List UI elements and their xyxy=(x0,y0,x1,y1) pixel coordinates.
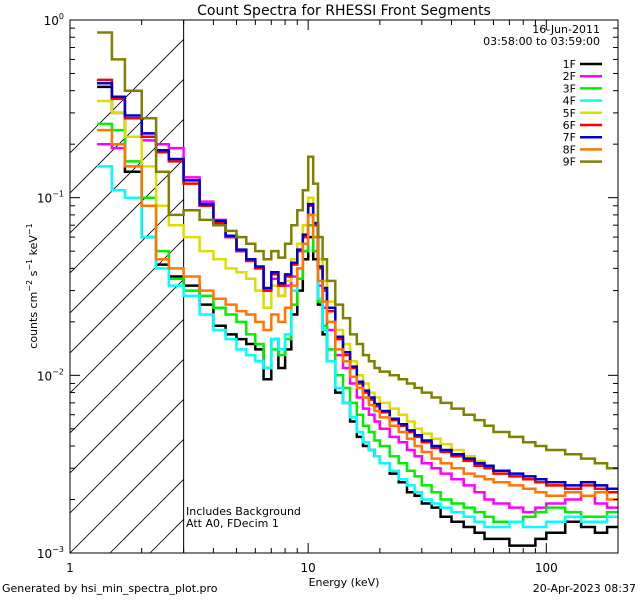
x-axis-label: Energy (keV) xyxy=(309,576,380,589)
legend-label-5f: 5F xyxy=(563,107,576,120)
y-label-exp1: −2 xyxy=(25,280,34,292)
x-tick-label: 10 xyxy=(301,561,316,575)
y-tick-label: 100 xyxy=(44,12,64,28)
legend-label-9f: 9F xyxy=(563,156,576,169)
hatch-line xyxy=(70,198,184,314)
y-label-exp2: −1 xyxy=(25,259,34,271)
y-label-base: counts cm xyxy=(27,292,40,349)
legend-label-2f: 2F xyxy=(563,70,576,83)
footer-generated-by: Generated by hsi_min_spectra_plot.pro xyxy=(2,582,218,595)
plot-frame xyxy=(69,19,619,554)
hatch-line xyxy=(70,318,184,434)
legend-label-3f: 3F xyxy=(563,82,576,95)
time-label: 03:58:00 to 03:59:00 xyxy=(483,35,600,48)
series-3f xyxy=(97,122,618,523)
legend-label-7f: 7F xyxy=(563,131,576,144)
legend-label-4f: 4F xyxy=(563,95,576,108)
hatch-line xyxy=(70,398,184,514)
hatch-line xyxy=(70,238,184,354)
hatch-line xyxy=(70,358,184,474)
legend-label-6f: 6F xyxy=(563,119,576,132)
x-tick-label: 100 xyxy=(535,561,558,575)
y-label-exp3: −1 xyxy=(25,223,34,235)
y-tick-label: 10−1 xyxy=(37,190,64,206)
hatch-line xyxy=(70,78,184,194)
footer-timestamp: 20-Apr-2023 08:37 xyxy=(532,582,636,595)
hatch-line xyxy=(70,38,184,154)
legend-label-1f: 1F xyxy=(563,58,576,71)
chart-title: Count Spectra for RHESSI Front Segments xyxy=(197,3,491,19)
y-axis-label: counts cm−2 s−1 keV−1 xyxy=(25,223,40,348)
annotation-background: Includes Background xyxy=(186,505,301,518)
y-label-mid: s xyxy=(27,270,40,279)
hatch-line xyxy=(70,278,184,394)
series-4f xyxy=(97,165,618,529)
hatch-line xyxy=(70,438,184,553)
y-label-end: keV xyxy=(27,235,40,259)
series-9f xyxy=(97,31,618,470)
y-tick-label: 10−2 xyxy=(37,367,64,383)
annotation-attenuator: Att A0, FDecim 1 xyxy=(186,517,279,530)
x-tick-label: 1 xyxy=(66,561,74,575)
legend-label-8f: 8F xyxy=(563,143,576,156)
series-1f xyxy=(97,85,618,547)
series-2f xyxy=(97,135,618,514)
date-label: 16-Jun-2011 xyxy=(532,23,600,36)
series-8f xyxy=(97,128,618,501)
y-tick-label: 10−3 xyxy=(37,545,64,561)
